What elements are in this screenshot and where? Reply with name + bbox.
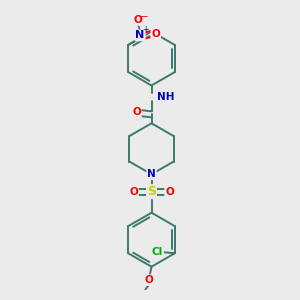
Text: O: O	[145, 275, 154, 285]
Text: −: −	[140, 12, 149, 22]
Text: N: N	[147, 169, 156, 179]
Text: Cl: Cl	[152, 247, 163, 257]
Text: N: N	[136, 30, 145, 40]
Text: O: O	[133, 15, 142, 25]
Text: O: O	[132, 107, 141, 117]
Text: O: O	[129, 187, 138, 197]
Text: +: +	[142, 25, 148, 34]
Text: S: S	[147, 185, 156, 198]
Text: O: O	[165, 187, 174, 197]
Text: NH: NH	[157, 92, 174, 103]
Text: O: O	[151, 29, 160, 39]
